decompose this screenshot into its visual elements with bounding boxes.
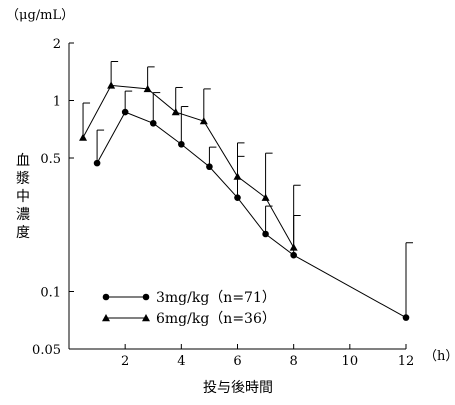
legend-label: 3mg/kg（n=71） xyxy=(156,290,276,306)
data-point-circle xyxy=(121,108,129,116)
data-point-circle xyxy=(262,230,269,238)
legend: 3mg/kg（n=71） 6mg/kg（n=36） xyxy=(102,290,276,327)
data-point-triangle xyxy=(199,117,208,125)
data-point-triangle xyxy=(261,193,270,201)
data-point-triangle xyxy=(79,133,88,141)
legend-marker xyxy=(142,293,150,301)
data-point-triangle xyxy=(171,108,180,116)
legend-marker xyxy=(142,314,150,322)
data-point-triangle xyxy=(233,172,242,180)
x-tick-label: 4 xyxy=(177,354,185,369)
error-bars xyxy=(82,61,413,318)
data-point-triangle xyxy=(289,243,298,251)
y-unit-label: （μg/mL） xyxy=(6,8,74,23)
x-tick-label: 8 xyxy=(290,354,298,369)
series-lines xyxy=(82,84,407,319)
axis-ticks: 2 4 6 8 10 12 2 1 0.5 0.1 0.05 xyxy=(32,37,414,369)
data-point-triangle xyxy=(107,81,116,89)
x-tick-label: 12 xyxy=(398,354,415,369)
x-tick-label: 6 xyxy=(233,354,241,369)
y-tick-label: 0.5 xyxy=(40,152,61,167)
legend-marker xyxy=(102,314,110,322)
series-line-1 xyxy=(96,111,407,319)
data-point-circle xyxy=(290,251,297,259)
x-tick-label: 2 xyxy=(121,354,129,369)
data-point-circle xyxy=(178,140,185,148)
legend-marker xyxy=(102,293,110,301)
data-point-circle xyxy=(402,314,410,321)
data-point-circle xyxy=(93,159,101,167)
series-markers xyxy=(79,81,410,321)
x-unit-label: （h） xyxy=(424,349,455,364)
y-tick-label: 0.1 xyxy=(40,286,61,301)
x-axis-title: 投与後時間 xyxy=(203,380,273,396)
series-line-2 xyxy=(82,84,295,248)
y-tick-label: 2 xyxy=(53,37,61,52)
y-tick-label: 1 xyxy=(53,94,61,109)
data-point-circle xyxy=(149,119,157,127)
x-tick-label: 10 xyxy=(342,354,359,369)
legend-label: 6mg/kg（n=36） xyxy=(156,311,276,327)
data-point-circle xyxy=(234,194,241,201)
data-point-triangle xyxy=(143,84,152,93)
y-axis-title: 血漿中濃度 xyxy=(16,153,30,241)
data-point-circle xyxy=(206,163,213,171)
y-tick-label: 0.05 xyxy=(32,343,61,358)
